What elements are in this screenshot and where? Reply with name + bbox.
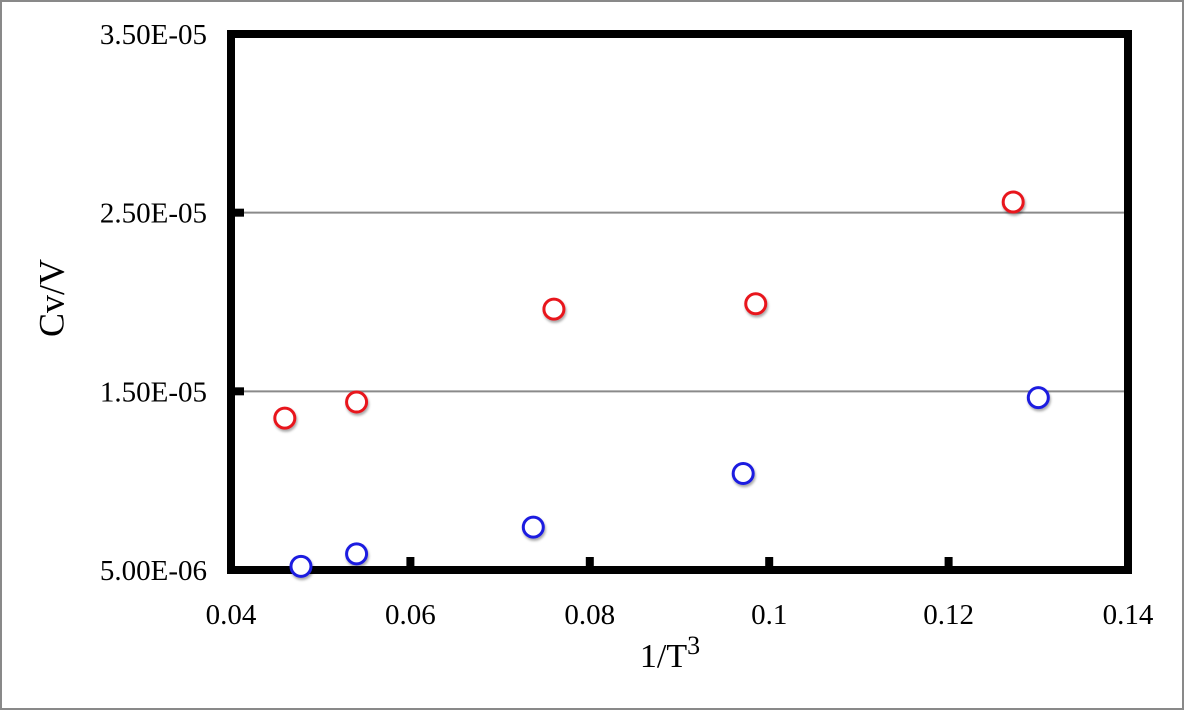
y-tick-labels: 5.00E-06 1.50E-05 2.50E-05 3.50E-05 <box>100 19 207 587</box>
red-series-point <box>744 292 768 316</box>
red-series-point <box>542 297 566 321</box>
x-tick <box>585 557 594 566</box>
blue-series-point <box>289 554 313 578</box>
x-axis-title-base: 1/T <box>640 638 687 675</box>
y-gridlines <box>235 211 1124 393</box>
x-tick <box>765 557 774 566</box>
blue-series-point <box>731 462 755 486</box>
x-axis-title-exponent: 3 <box>687 631 700 660</box>
y-tick-label: 3.50E-05 <box>100 19 207 51</box>
x-tick-labels: 0.04 0.06 0.08 0.1 0.12 0.14 <box>206 599 1154 631</box>
x-axis-title: 1/T3 <box>640 631 700 675</box>
plot-frame <box>227 30 1132 574</box>
x-tick-label: 0.04 <box>206 599 257 631</box>
blue-series-point <box>345 542 369 566</box>
y-axis-title: Cv/V <box>32 259 72 337</box>
y-tick-label: 2.50E-05 <box>100 198 207 230</box>
y-tick-label: 1.50E-05 <box>100 376 207 408</box>
red-series-point <box>1001 190 1025 214</box>
blue-series-point <box>1026 386 1050 410</box>
x-tick-label: 0.1 <box>751 599 787 631</box>
x-tick-label: 0.12 <box>923 599 974 631</box>
y-tick <box>235 208 244 217</box>
x-tick-label: 0.08 <box>564 599 615 631</box>
data-points <box>273 190 1050 578</box>
x-ticks <box>406 557 953 566</box>
y-ticks <box>235 208 244 396</box>
red-series-point <box>273 406 297 430</box>
x-tick <box>406 557 415 566</box>
x-tick-label: 0.06 <box>385 599 436 631</box>
red-series-point <box>345 390 369 414</box>
y-tick <box>235 387 244 396</box>
y-tick-label: 5.00E-06 <box>100 555 207 587</box>
x-tick <box>944 557 953 566</box>
blue-series-point <box>521 515 545 539</box>
x-tick-label: 0.14 <box>1103 599 1154 631</box>
